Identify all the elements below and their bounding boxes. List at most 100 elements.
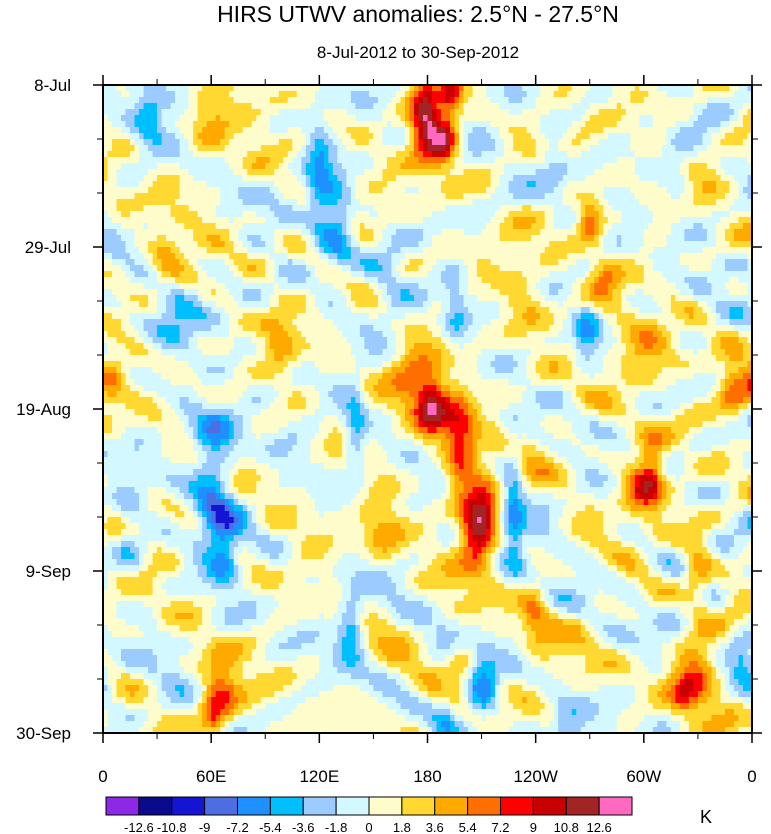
heatmap-cell (544, 145, 550, 152)
heatmap-cell (585, 241, 591, 248)
heatmap-cell (607, 151, 613, 158)
heatmap-cell (359, 169, 366, 176)
heatmap-cell (648, 277, 654, 284)
heatmap-cell (418, 271, 424, 278)
heatmap-cell (634, 235, 640, 242)
heatmap-cell (607, 187, 613, 194)
heatmap-cell (427, 199, 433, 206)
heatmap-cell (747, 139, 753, 146)
heatmap-cell (184, 97, 190, 104)
heatmap-cell (639, 97, 645, 104)
heatmap-cell (477, 187, 483, 194)
heatmap-cell (247, 253, 253, 260)
heatmap-cell (670, 205, 676, 212)
heatmap-cell (332, 121, 338, 128)
heatmap-cell (526, 217, 532, 224)
heatmap-cell (242, 205, 248, 212)
heatmap-cell (382, 127, 388, 134)
heatmap-cell (742, 109, 749, 116)
heatmap-cell (544, 187, 550, 194)
heatmap-cell (139, 223, 145, 230)
heatmap-cell (634, 85, 640, 92)
heatmap-cell (143, 175, 149, 182)
heatmap-cell (242, 145, 248, 152)
heatmap-cell (251, 157, 257, 164)
heatmap-cell (215, 91, 221, 98)
heatmap-cell (368, 217, 375, 224)
heatmap-cell (468, 229, 474, 236)
heatmap-cell (233, 283, 239, 290)
heatmap-cell (391, 241, 397, 248)
heatmap-cell (260, 181, 266, 188)
heatmap-cell (504, 121, 510, 128)
heatmap-cell (657, 121, 663, 128)
heatmap-cell (121, 217, 127, 224)
heatmap-cell (413, 199, 420, 206)
heatmap-cell (382, 259, 388, 266)
heatmap-cell (314, 289, 320, 296)
heatmap-cell (404, 187, 411, 194)
heatmap-cell (459, 217, 465, 224)
heatmap-cell (616, 253, 622, 260)
heatmap-cell (589, 265, 595, 272)
heatmap-cell (562, 91, 568, 98)
heatmap-cell (625, 97, 631, 104)
heatmap-cell (688, 127, 695, 134)
heatmap-cell (666, 121, 672, 128)
heatmap-cell (319, 211, 325, 218)
heatmap-cell (260, 175, 266, 182)
heatmap-cell (206, 259, 212, 266)
heatmap-cell (436, 175, 442, 182)
heatmap-cell (513, 85, 519, 92)
heatmap-cell (242, 97, 248, 104)
heatmap-cell (422, 253, 429, 260)
heatmap-cell (612, 115, 618, 122)
heatmap-cell (319, 199, 325, 206)
heatmap-cell (296, 211, 302, 218)
heatmap-cell (197, 115, 203, 122)
heatmap-cell (296, 217, 302, 224)
heatmap-cell (193, 85, 199, 92)
heatmap-cell (233, 139, 239, 146)
heatmap-cell (436, 85, 442, 92)
heatmap-cell (269, 157, 275, 164)
heatmap-cell (220, 133, 226, 140)
heatmap-cell (742, 157, 749, 164)
heatmap-cell (116, 121, 122, 128)
heatmap-cell (630, 265, 636, 272)
heatmap-cell (287, 127, 293, 134)
heatmap-cell (576, 265, 582, 272)
heatmap-cell (346, 247, 352, 254)
heatmap-cell (688, 157, 695, 164)
heatmap-cell (711, 193, 717, 200)
heatmap-cell (625, 109, 631, 116)
heatmap-cell (697, 199, 704, 206)
heatmap-cell (175, 187, 181, 194)
heatmap-cell (121, 277, 127, 284)
heatmap-cell (486, 145, 492, 152)
heatmap-cell (666, 235, 672, 242)
heatmap-cell (643, 97, 649, 104)
heatmap-cell (504, 145, 510, 152)
heatmap-cell (215, 223, 221, 230)
heatmap-cell (711, 247, 717, 254)
heatmap-cell (247, 115, 253, 122)
heatmap-cell (427, 103, 433, 110)
heatmap-cell (427, 157, 433, 164)
heatmap-cell (576, 151, 582, 158)
heatmap-cell (103, 139, 109, 146)
heatmap-cell (400, 175, 406, 182)
heatmap-cell (607, 223, 613, 230)
heatmap-cell (422, 97, 429, 104)
heatmap-cell (283, 277, 289, 284)
heatmap-cell (576, 181, 582, 188)
heatmap-cell (125, 139, 131, 146)
heatmap-cell (585, 211, 591, 218)
heatmap-cell (585, 229, 591, 236)
heatmap-cell (373, 187, 379, 194)
heatmap-cell (292, 169, 298, 176)
heatmap-cell (648, 235, 654, 242)
heatmap-cell (706, 139, 713, 146)
heatmap-cell (508, 85, 514, 92)
heatmap-cell (409, 277, 415, 284)
